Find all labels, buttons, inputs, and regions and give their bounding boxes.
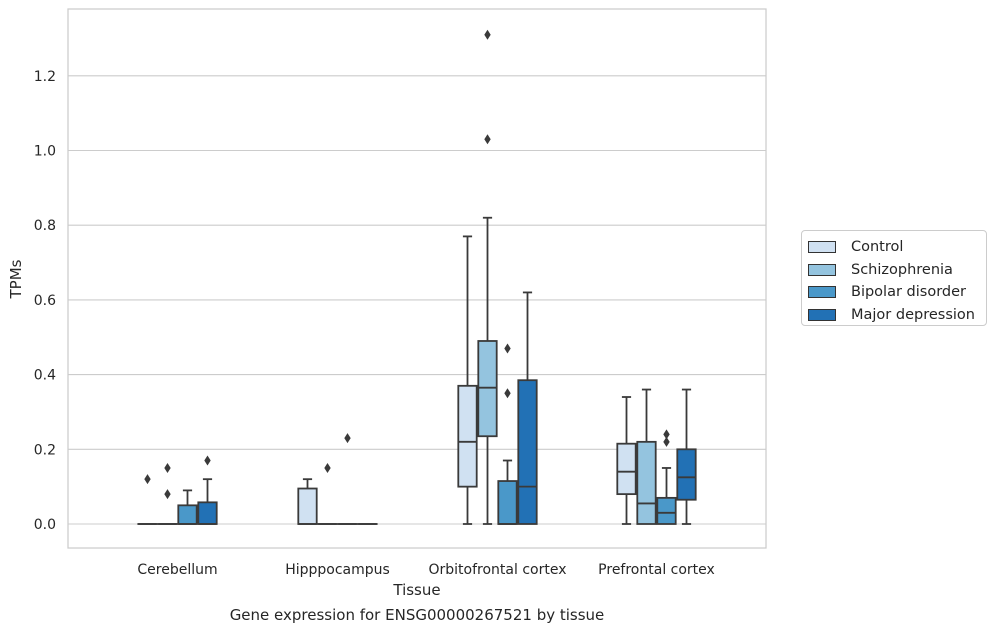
iqr-box [676, 448, 697, 501]
y-tick-label: 0.4 [34, 368, 56, 384]
x-tick-label: Orbitofrontal cortex [429, 562, 567, 578]
iqr-box [497, 480, 518, 525]
legend-label: Major depression [851, 306, 975, 323]
outlier-point [484, 29, 491, 40]
legend-swatch [808, 308, 836, 321]
x-tick-labels: Cerebellum Hipppocampus Orbitofrontal cort… [137, 562, 714, 578]
box-major-depression [197, 455, 218, 525]
box-bipolar-disorder [497, 343, 518, 525]
outlier-point [484, 134, 491, 145]
y-tick-label: 0.8 [34, 218, 56, 234]
plot-area-frame [67, 8, 767, 549]
outlier-point [663, 429, 670, 440]
box-control [137, 474, 158, 525]
legend-swatch [808, 286, 836, 299]
box-schizophrenia [477, 29, 498, 525]
iqr-box [616, 442, 637, 496]
iqr-box [636, 440, 657, 525]
legend-swatch [808, 241, 836, 254]
gridlines [68, 75, 766, 525]
box-schizophrenia [636, 388, 657, 525]
outlier-point [324, 462, 331, 473]
box-control [457, 235, 478, 525]
box-bipolar-disorder [177, 489, 198, 525]
outlier-point [663, 436, 670, 447]
legend-label: Bipolar disorder [851, 284, 966, 301]
outlier-point [504, 388, 511, 399]
x-tick-label: Cerebellum [137, 562, 217, 578]
legend-item: Major depression [808, 304, 986, 327]
box-bipolar-disorder [656, 429, 677, 525]
box-bipolar-disorder [337, 433, 358, 525]
chart-caption: Gene expression for ENSG00000267521 by t… [229, 606, 605, 624]
x-tick-label: Prefrontal cortex [598, 562, 715, 578]
iqr-box [457, 384, 478, 488]
legend: Control Schizophrenia Bipolar disorder Majo… [801, 230, 987, 326]
outlier-point [504, 343, 511, 354]
outlier-point [164, 489, 171, 500]
x-tick-label: Hipppocampus [285, 562, 390, 578]
legend-label: Schizophrenia [851, 261, 953, 278]
iqr-box [297, 487, 318, 525]
legend-swatch [808, 263, 836, 276]
x-axis-label: Tissue [392, 581, 440, 599]
box-schizophrenia [157, 462, 178, 525]
y-tick-label: 0.6 [34, 293, 56, 309]
legend-item: Schizophrenia [808, 259, 986, 282]
legend-item: Control [808, 236, 986, 259]
iqr-box [177, 504, 198, 525]
box-plot-marks [137, 29, 697, 525]
y-axis-label: TPMs [7, 259, 25, 299]
outlier-point [144, 474, 151, 485]
y-tick-label: 0.2 [34, 442, 56, 458]
box-control [297, 478, 318, 525]
y-tick-label: 1.2 [34, 69, 56, 85]
box-schizophrenia [317, 462, 338, 525]
outlier-point [164, 462, 171, 473]
box-control [616, 396, 637, 525]
legend-label: Control [851, 239, 904, 256]
legend-item: Bipolar disorder [808, 281, 986, 304]
y-tick-label: 1.0 [34, 144, 56, 160]
y-tick-labels: 0.0 0.2 0.4 0.6 0.8 1.0 1.2 [34, 69, 56, 533]
y-tick-label: 0.0 [34, 517, 56, 533]
iqr-box [517, 379, 538, 525]
iqr-box [197, 501, 218, 525]
outlier-point [344, 433, 351, 444]
outlier-point [204, 455, 211, 466]
iqr-box [477, 340, 498, 438]
box-major-depression [517, 291, 538, 525]
box-major-depression [676, 388, 697, 525]
iqr-box [656, 496, 677, 525]
